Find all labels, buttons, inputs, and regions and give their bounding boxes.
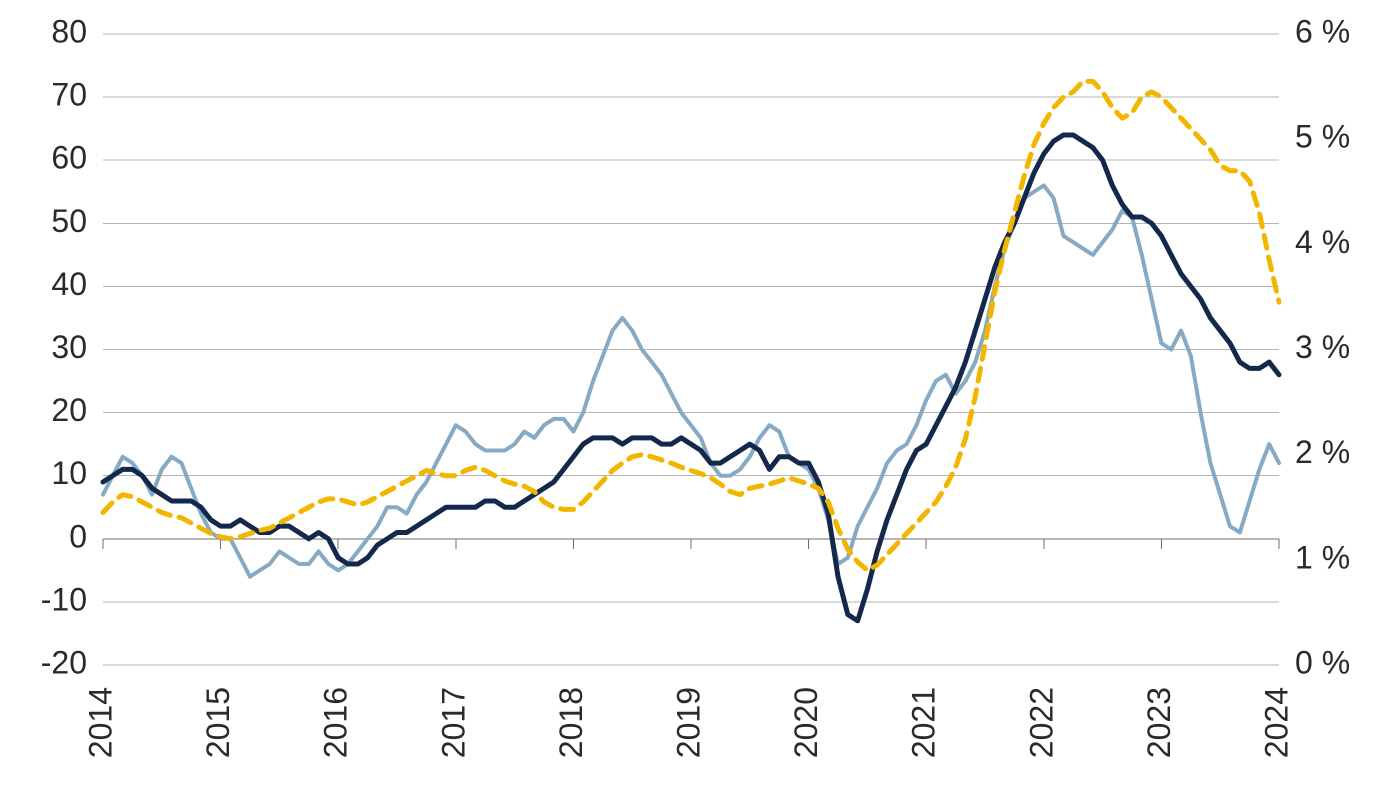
y-left-label: 20	[51, 392, 87, 428]
x-label: 2022	[1023, 687, 1059, 758]
y-right-label: 4 %	[1295, 224, 1350, 260]
y-left-label: 0	[69, 518, 87, 554]
x-label: 2016	[318, 687, 354, 758]
x-label: 2024	[1258, 687, 1294, 758]
x-label: 2017	[435, 687, 471, 758]
x-label: 2020	[788, 687, 824, 758]
y-left-label: 10	[51, 455, 87, 491]
chart-svg: -20 -10 0 10 20 30 40 50 60 70 80 0 % 1 % 2 % 3 % 4 % 5 …	[0, 0, 1380, 800]
y-left-label: 40	[51, 266, 87, 302]
x-label: 2015	[200, 687, 236, 758]
y-right-label: 3 %	[1295, 329, 1350, 365]
x-label: 2021	[906, 687, 942, 758]
y-left-label: 80	[51, 13, 87, 49]
y-right-label: 6 %	[1295, 13, 1350, 49]
y-left-label: -20	[41, 644, 87, 680]
y-left-label: 30	[51, 329, 87, 365]
x-label: 2019	[670, 687, 706, 758]
y-right-label: 0 %	[1295, 644, 1350, 680]
y-right-label: 5 %	[1295, 119, 1350, 155]
y-left-label: 60	[51, 140, 87, 176]
y-left-label: -10	[41, 581, 87, 617]
y-left-label: 70	[51, 77, 87, 113]
x-label: 2023	[1141, 687, 1177, 758]
y-left-label: 50	[51, 203, 87, 239]
dual-axis-line-chart: -20 -10 0 10 20 30 40 50 60 70 80 0 % 1 % 2 % 3 % 4 % 5 …	[0, 0, 1380, 800]
x-label: 2014	[82, 687, 118, 758]
y-right-label: 1 %	[1295, 539, 1350, 575]
x-label: 2018	[553, 687, 589, 758]
y-right-label: 2 %	[1295, 434, 1350, 470]
